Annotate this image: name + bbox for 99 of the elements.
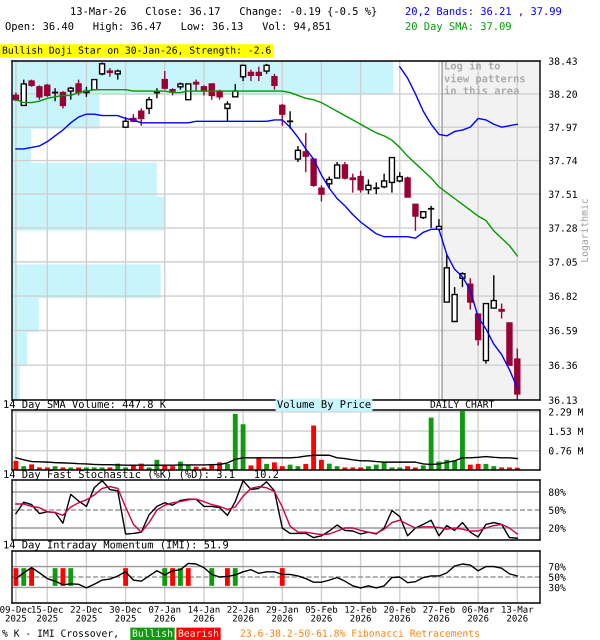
y-tick-label: 1.53 M	[550, 428, 584, 435]
x-tick-label: 12-Feb 2026	[345, 606, 376, 622]
chart-title: 13-Mar-26 Close: 36.17 Change: -0.19 {-0.5 %}	[71, 6, 376, 18]
bar	[319, 460, 324, 470]
bar	[264, 464, 270, 470]
line-series	[15, 562, 518, 589]
bar	[334, 466, 340, 470]
candlestick	[68, 86, 74, 100]
y-tick-label: 36.36	[548, 362, 577, 369]
y-tick-label: 30%	[548, 584, 566, 592]
candlestick	[498, 302, 505, 320]
y-tick-label: 50%	[549, 506, 566, 514]
bar	[366, 466, 371, 470]
text: Volume By Price	[277, 400, 370, 410]
text: 20 Day SMA: 37.09	[406, 22, 511, 32]
bar	[476, 464, 481, 470]
bar	[248, 465, 254, 470]
text: 20,2 Bands: 36.21 , 37.99	[406, 6, 562, 16]
x-tick-label: 13-Mar 2026	[502, 606, 534, 622]
chart-subtitle: Open: 36.40 High: 36.47 Low: 36.13 Vol: 94,851	[6, 22, 330, 32]
bar	[194, 466, 199, 470]
text: Bearish	[178, 629, 218, 637]
chart-title: 14 Day Intraday Momentum (IMI): 51.9	[4, 540, 228, 551]
candlestick	[334, 161, 340, 179]
candlestick	[318, 184, 325, 202]
bar	[484, 464, 488, 470]
bar	[13, 460, 18, 470]
bar	[170, 466, 176, 470]
x-tick-label: 09-Dec 2025	[0, 606, 32, 622]
bar	[460, 411, 465, 470]
candlestick	[412, 204, 419, 232]
x-tick-label: 29-Jan 2026	[266, 606, 298, 622]
candlestick	[146, 96, 152, 115]
y-tick-label: 36.13	[548, 396, 577, 404]
bar	[240, 424, 246, 470]
y-tick-label: 37.51	[548, 190, 577, 198]
candlestick	[20, 78, 27, 106]
y-tick-label: 2.29 M	[549, 408, 584, 416]
y-tick-label: 37.97	[548, 124, 577, 132]
candlestick	[263, 63, 270, 75]
candlestick	[224, 100, 231, 122]
band-label: Log in to view patterns in this area	[444, 60, 525, 94]
bar	[405, 466, 410, 470]
candlestick	[271, 73, 278, 90]
candlestick	[436, 218, 442, 232]
text: % K - IMI Crossover,	[2, 629, 117, 638]
x-tick-label: 30-Dec 2025	[110, 606, 142, 622]
y-axis-title: Logarithmic	[580, 199, 590, 262]
y-tick-label: 37.74	[548, 157, 578, 164]
x-tick-label: 05-Feb 2026	[306, 606, 338, 622]
x-tick-label: 20-Feb 2026	[384, 606, 416, 622]
y-tick-label: 38.43	[548, 58, 577, 65]
text: Bullish	[132, 629, 172, 637]
candlestick	[75, 78, 82, 96]
line-series	[15, 486, 518, 536]
candlestick	[51, 88, 60, 102]
x-tick-label: 22-Dec 2025	[70, 606, 102, 622]
bar	[296, 466, 300, 470]
candlestick	[286, 110, 294, 130]
bar	[52, 466, 58, 470]
bar	[452, 460, 458, 470]
candlestick	[279, 103, 286, 126]
candlestick	[60, 90, 66, 110]
x-tick-label: 14-Jan 2026	[188, 606, 220, 622]
candlestick	[192, 78, 200, 92]
text: DAILY CHART	[430, 400, 494, 408]
bar	[428, 418, 434, 470]
bar	[29, 464, 34, 470]
text: 23.6-38.2-50-61.8% Fibonacci Retracements	[240, 629, 480, 637]
candlestick	[122, 116, 129, 128]
chart-title: 14 Day Fast Stochastic (%K) (%D): 3.1 10.2	[4, 470, 278, 480]
y-tick-label: 50%	[549, 574, 566, 581]
candlestick	[404, 176, 411, 198]
candlestick	[294, 145, 302, 163]
bar	[311, 426, 316, 470]
bar	[225, 464, 230, 470]
candlestick	[302, 132, 309, 173]
y-tick-label: 70%	[548, 563, 566, 570]
bar	[272, 462, 277, 470]
candlestick	[114, 68, 121, 80]
y-tick-label: 36.59	[548, 327, 577, 334]
y-tick-label: 36.82	[548, 292, 577, 300]
y-tick-label: 37.05	[548, 258, 577, 266]
x-tick-label: 15-Dec 2025	[32, 606, 63, 622]
line-series	[15, 454, 518, 466]
y-tick-label: 38.20	[548, 90, 577, 98]
candlestick	[326, 176, 332, 189]
x-tick-label: 06-Mar 2026	[462, 606, 494, 622]
x-tick-label: 22-Jan 2026	[227, 606, 259, 622]
candlestick	[240, 64, 246, 82]
y-tick-label: 37.28	[548, 224, 577, 232]
x-tick-label: 27-Feb 2026	[423, 606, 455, 622]
bar	[288, 464, 293, 470]
y-tick-label: 80%	[548, 488, 566, 496]
y-tick-label: 0.76 M	[548, 447, 584, 455]
y-tick-label: 20%	[549, 524, 566, 532]
candlestick	[162, 70, 168, 90]
text: Bullish Doji Star on 30-Jan-26, Strength: -2.6	[2, 46, 271, 56]
x-tick-label: 07-Jan 2026	[149, 606, 180, 622]
